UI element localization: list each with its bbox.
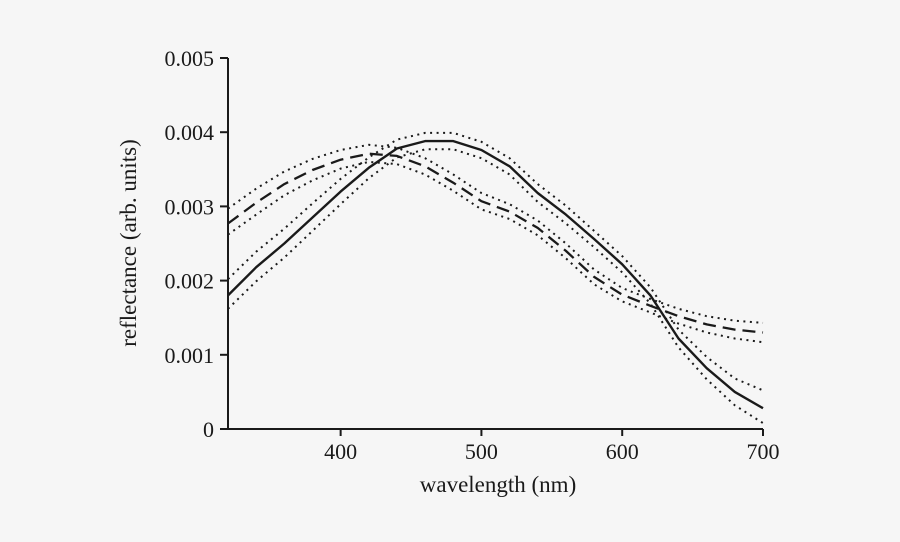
y-tick-label: 0.004 (165, 120, 215, 145)
series-layer (227, 131, 764, 424)
axis-layer: 0 0.001 0.002 0.003 0.004 0.005 400 500 600 700 (165, 46, 780, 464)
x-tick-label: 400 (324, 439, 357, 464)
x-tick-label: 600 (606, 439, 639, 464)
dashed-upper-ci-line (227, 143, 764, 324)
y-tick-label: 0.002 (165, 269, 215, 294)
x-tick-label: 700 (747, 439, 780, 464)
y-tick-label: 0.003 (165, 194, 215, 219)
solid-lower-ci-line (227, 148, 764, 424)
y-axis-title: reflectance (arb. units) (116, 139, 141, 347)
y-tick-label: 0 (203, 417, 214, 442)
x-tick-label: 500 (465, 439, 498, 464)
dashed-mean-line (227, 152, 764, 334)
solid-upper-ci-line (227, 131, 764, 392)
y-tick-label: 0.005 (165, 46, 215, 71)
axis-spines (227, 58, 763, 430)
solid-mean-line (227, 139, 764, 410)
dashed-lower-ci-line (227, 160, 764, 344)
x-axis-title: wavelength (nm) (420, 472, 576, 497)
y-tick-label: 0.001 (165, 343, 215, 368)
